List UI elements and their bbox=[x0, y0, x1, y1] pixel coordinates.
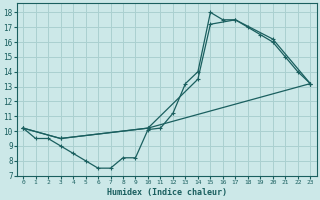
X-axis label: Humidex (Indice chaleur): Humidex (Indice chaleur) bbox=[107, 188, 227, 197]
